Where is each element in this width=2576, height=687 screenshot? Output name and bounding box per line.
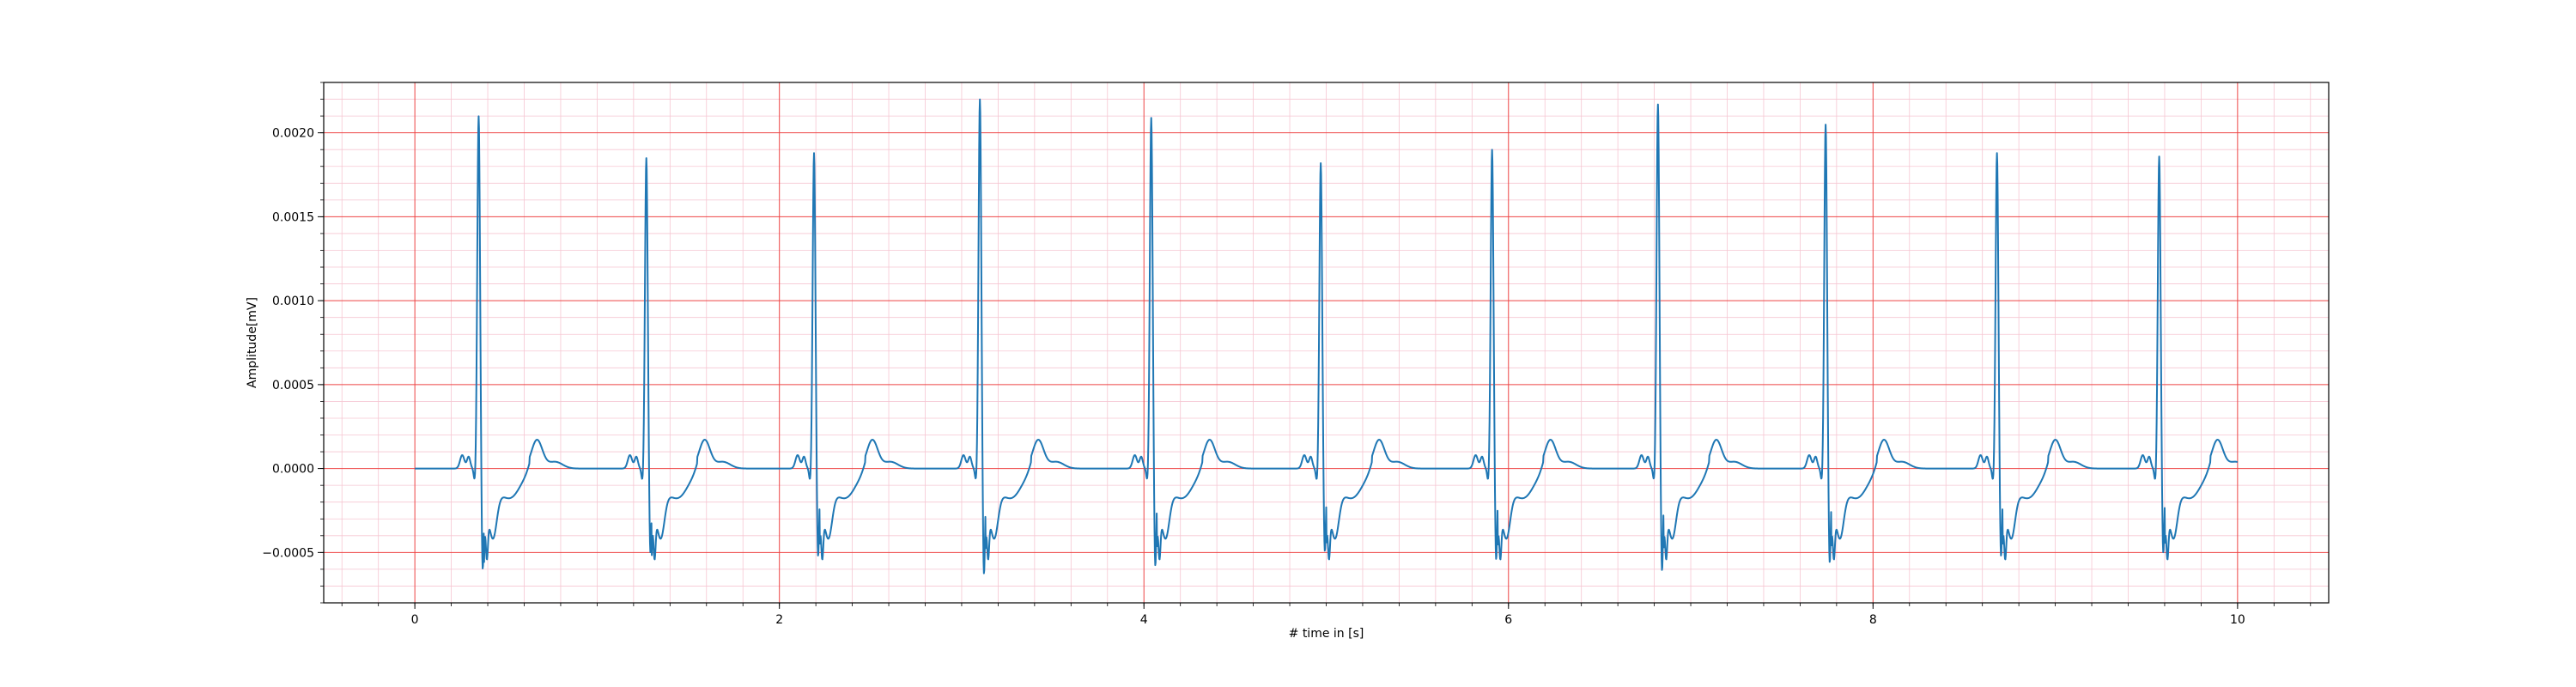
x-tick-label: 4	[1140, 613, 1148, 627]
plot-line	[414, 98, 2239, 575]
y-axis-ticks: −0.0005 0.0000 0.0005 0.0010 0.0015 0.0020	[262, 82, 324, 604]
x-axis-label: # time in [s]	[1289, 627, 1364, 641]
y-tick-label: 0.0010	[272, 295, 314, 308]
ecg-series-line	[414, 98, 2239, 575]
y-axis-label: Amplitude[mV]	[246, 297, 259, 388]
x-tick-label: 2	[775, 613, 783, 627]
x-axis-ticks: 0 2 4 6 8 10	[341, 603, 2312, 627]
y-tick-label: 0.0000	[272, 463, 314, 477]
x-tick-label: 6	[1504, 613, 1512, 627]
x-tick-label: 8	[1869, 613, 1877, 627]
y-tick-label: 0.0020	[272, 127, 314, 141]
y-tick-label: 0.0005	[272, 379, 314, 392]
x-tick-label: 0	[411, 613, 419, 627]
y-tick-label: 0.0015	[272, 210, 314, 224]
x-tick-label: 10	[2230, 613, 2245, 627]
y-tick-label: −0.0005	[262, 546, 314, 560]
